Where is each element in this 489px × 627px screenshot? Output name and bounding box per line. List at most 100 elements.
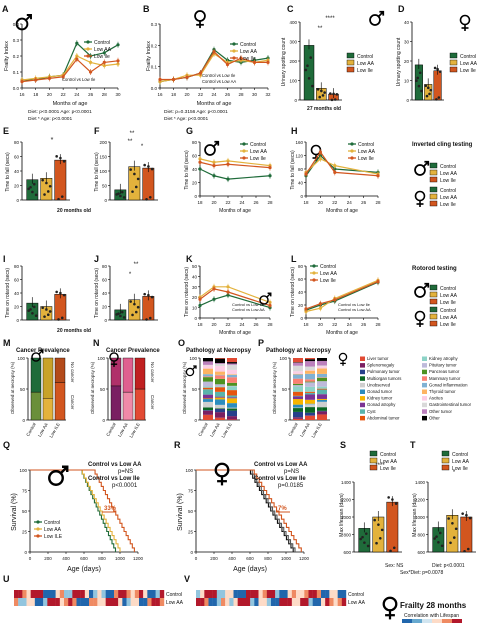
x-tick-label: 22 — [61, 92, 67, 97]
y-tick-label: 300 — [289, 40, 297, 45]
low-ile-point — [252, 60, 257, 64]
legend-marker — [86, 47, 90, 51]
y-tick-label: 100 — [17, 356, 25, 361]
legend-label: Control — [320, 264, 336, 270]
heatmap-cell — [97, 598, 102, 606]
heatmap-cell — [208, 598, 213, 606]
data-point — [311, 84, 314, 88]
legend-label: Control — [94, 40, 110, 46]
control-point — [116, 43, 120, 47]
data-point — [420, 89, 423, 93]
pathology-segment — [305, 370, 315, 374]
pathology-segment — [293, 385, 303, 387]
y-tick-label: 200 — [289, 59, 297, 64]
heatmap-cell — [43, 590, 48, 598]
x-tick-label: 22 — [332, 322, 338, 327]
pathology-segment — [215, 363, 225, 364]
y-axis-label: Observed at necropsy (%) — [182, 361, 187, 414]
legend-swatch — [441, 457, 450, 464]
pathology-segment — [317, 377, 327, 378]
pathology-swatch — [422, 363, 427, 368]
legend-label: Low Ile — [358, 156, 374, 162]
data-point — [117, 192, 120, 195]
legend-label: Low AA — [440, 315, 458, 321]
pathology-segment — [317, 377, 327, 382]
low-aa-line — [21, 55, 119, 81]
legend-label: Control — [240, 42, 256, 48]
stat-text: Diet: p=0.3156 Age: p<0.0001 — [164, 109, 228, 115]
panel-letter: H — [291, 126, 298, 136]
pathology-segment — [293, 399, 303, 405]
pathology-segment — [317, 398, 327, 400]
control-point — [226, 177, 230, 181]
y-tick-label: 50 — [188, 509, 194, 514]
pathology-segment — [305, 392, 315, 395]
low-aa-point — [116, 62, 120, 66]
low-ile-point — [226, 162, 230, 166]
pathology-segment — [293, 404, 303, 408]
data-point — [150, 295, 154, 299]
y-tick-label: 1200 — [415, 498, 426, 503]
heatmap-cell — [122, 598, 127, 606]
low-ile-point — [47, 76, 52, 80]
pathology-label: Kidney atrophy — [429, 356, 459, 361]
low-ile-line — [21, 58, 119, 83]
data-point — [378, 536, 382, 540]
category-label: Low ILE — [48, 422, 60, 439]
x-tick-label: 800 — [98, 556, 106, 561]
control-point — [75, 41, 79, 45]
low-aa-point — [268, 300, 272, 304]
pathology-segment — [293, 374, 303, 379]
y-tick-label: 20 — [404, 59, 410, 64]
comparison-note: Control vs Low Ile — [62, 77, 96, 82]
pathology-segment — [215, 358, 225, 359]
legend-swatch — [369, 464, 378, 471]
data-point — [391, 498, 394, 501]
data-point — [57, 318, 60, 321]
heatmap-cell — [333, 590, 338, 598]
heatmap-cell — [329, 590, 334, 598]
y-tick-label: 0 — [16, 198, 19, 203]
y-tick-label: 20 — [192, 295, 198, 300]
male-symbol — [414, 160, 430, 176]
y-tick-label: 80 — [298, 167, 304, 172]
pathology-segment — [317, 365, 327, 367]
y-tick-label: 200 — [99, 140, 107, 145]
pathology-segment — [305, 394, 315, 400]
x-axis-label: Months of age — [197, 101, 232, 107]
heatmap-cell — [68, 598, 73, 606]
heatmap-cell — [283, 598, 288, 606]
legend-label: Low AA — [452, 459, 470, 465]
legend-label: Low ILE — [44, 534, 63, 540]
x-tick-label: 22 — [225, 322, 231, 327]
panel-letter: U — [3, 574, 10, 584]
stat-text: Control vs Low Ile — [88, 476, 140, 482]
data-point — [143, 292, 146, 296]
legend-swatch — [449, 59, 458, 66]
x-tick-label: 26 — [225, 92, 231, 97]
pathology-label: Abdominal tumor — [367, 415, 400, 420]
legend-swatch — [429, 193, 438, 200]
pathology-swatch — [360, 415, 365, 421]
heatmap-cell — [250, 590, 255, 598]
y-tick-label: 25 — [188, 530, 194, 535]
stat-text: Control vs Low AA — [254, 462, 308, 468]
data-point — [373, 518, 376, 522]
y-tick-label: 0 — [194, 194, 197, 199]
female-symbol — [382, 596, 398, 621]
heatmap-cell — [143, 590, 148, 598]
heatmap-cell — [266, 590, 272, 598]
legend-swatch — [369, 450, 378, 457]
stat-text: p=NS — [118, 469, 133, 475]
data-point — [34, 193, 38, 197]
y-tick-label: 0 — [194, 316, 197, 321]
heatmap-cell — [14, 590, 19, 598]
heatmap-cell — [262, 598, 268, 606]
low-ile-point — [75, 57, 79, 61]
stat-text: p<0.0001 — [112, 483, 138, 489]
y-tick-label: 50 — [22, 509, 28, 514]
y-tick-label: 150 — [99, 155, 107, 160]
legend-swatch — [346, 59, 355, 66]
comparison-note: Control vs Low AA — [338, 307, 371, 312]
low-ile-point — [304, 307, 308, 311]
